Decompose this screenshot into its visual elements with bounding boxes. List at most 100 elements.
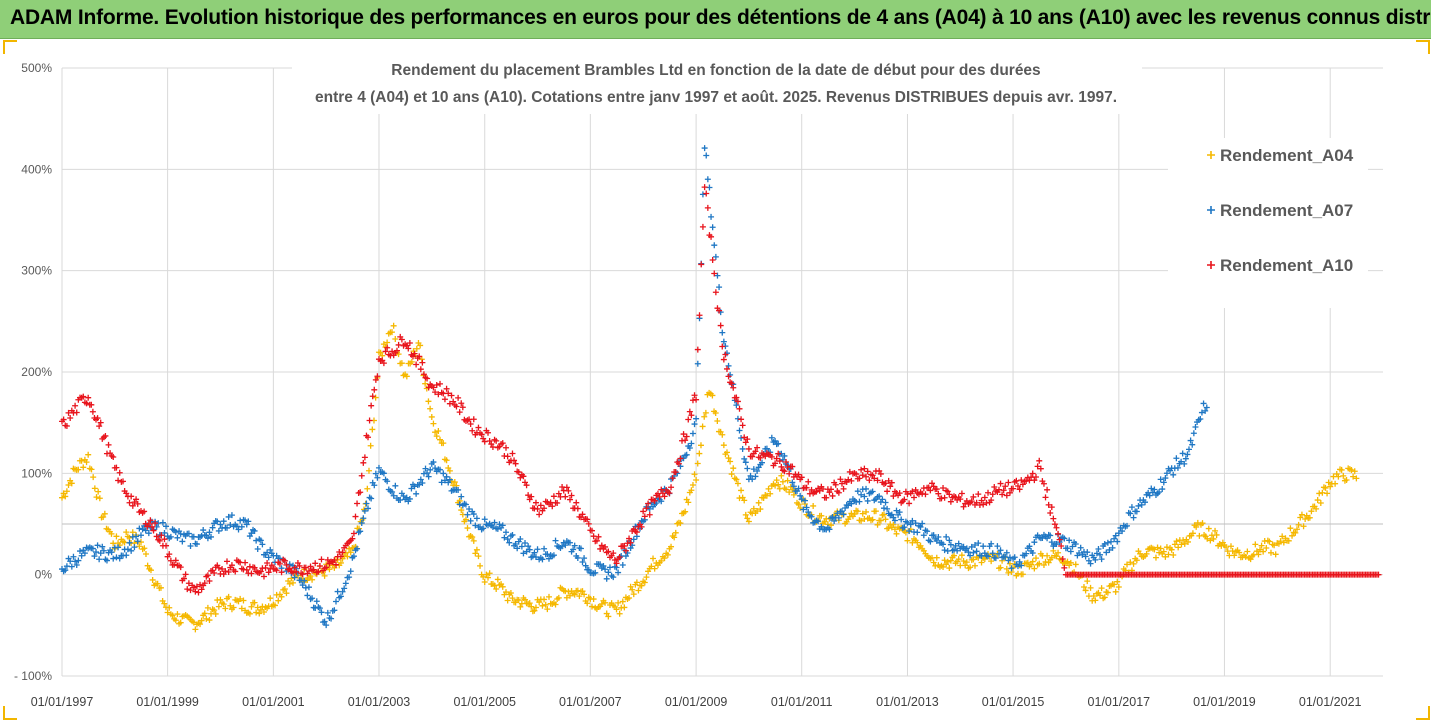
data-point-marker <box>541 545 548 552</box>
data-point-marker <box>685 416 692 423</box>
data-point-marker <box>906 500 913 507</box>
data-point-marker <box>425 398 432 405</box>
data-point-marker <box>219 566 226 573</box>
data-point-marker <box>643 505 650 512</box>
data-point-marker <box>400 492 407 499</box>
data-point-marker <box>420 371 427 378</box>
data-point-marker <box>408 485 415 492</box>
data-point-marker <box>935 490 942 497</box>
data-point-marker <box>1051 521 1058 528</box>
data-point-marker <box>1295 521 1302 528</box>
data-point-marker <box>775 440 782 447</box>
data-point-marker <box>507 589 514 596</box>
data-point-marker <box>278 593 285 600</box>
x-tick-label: 01/01/2007 <box>559 695 622 709</box>
data-point-marker <box>616 610 623 617</box>
data-point-marker <box>1170 552 1177 559</box>
data-point-marker <box>283 561 290 568</box>
data-point-marker <box>254 604 261 611</box>
data-point-marker <box>978 559 985 566</box>
data-point-marker <box>1092 597 1099 604</box>
data-point-marker <box>781 452 788 459</box>
data-point-marker <box>893 530 900 537</box>
data-point-marker <box>182 571 189 578</box>
data-point-marker <box>417 476 424 483</box>
corner-mark-top-left <box>3 40 17 54</box>
data-point-marker <box>251 564 258 571</box>
data-point-marker <box>736 405 743 412</box>
data-point-marker <box>316 562 323 569</box>
data-point-marker <box>709 392 716 399</box>
data-point-marker <box>775 450 782 457</box>
data-point-marker <box>302 564 309 571</box>
data-point-marker <box>256 610 263 617</box>
data-point-marker <box>1160 479 1167 486</box>
data-point-marker <box>1190 430 1197 437</box>
data-point-marker <box>754 444 761 451</box>
data-point-marker <box>424 375 431 382</box>
data-point-marker <box>795 471 802 478</box>
data-point-marker <box>380 341 387 348</box>
data-point-marker <box>693 477 700 484</box>
data-point-marker <box>88 466 95 473</box>
data-point-marker <box>506 539 513 546</box>
data-point-marker <box>1340 472 1347 479</box>
data-point-marker <box>971 562 978 569</box>
data-point-marker <box>1048 554 1055 561</box>
data-point-marker <box>316 605 323 612</box>
data-point-marker <box>930 532 937 539</box>
data-point-marker <box>62 493 69 500</box>
data-point-marker <box>470 416 477 423</box>
data-point-marker <box>371 386 378 393</box>
data-point-marker <box>257 606 264 613</box>
data-point-marker <box>997 480 1004 487</box>
data-point-marker <box>384 339 391 346</box>
data-point-marker <box>1047 509 1054 516</box>
data-point-marker <box>699 191 706 198</box>
data-point-marker <box>1072 541 1079 548</box>
data-point-marker <box>541 505 548 512</box>
data-point-marker <box>83 459 90 466</box>
data-point-marker <box>411 350 418 357</box>
data-point-marker <box>765 485 772 492</box>
data-point-marker <box>242 559 249 566</box>
data-point-marker <box>358 520 365 527</box>
data-point-marker <box>826 526 833 533</box>
data-point-marker <box>1218 542 1225 549</box>
data-point-marker <box>103 557 110 564</box>
data-point-marker <box>797 492 804 499</box>
data-point-marker <box>545 593 552 600</box>
data-point-marker <box>145 530 152 537</box>
data-point-marker <box>443 385 450 392</box>
data-point-marker <box>354 500 361 507</box>
data-point-marker <box>1173 538 1180 545</box>
data-point-marker <box>99 543 106 550</box>
data-point-marker <box>754 468 761 474</box>
data-point-marker <box>904 519 911 526</box>
data-point-marker <box>443 457 450 464</box>
data-point-marker <box>848 500 855 507</box>
data-point-marker <box>503 444 510 451</box>
data-point-marker <box>108 549 115 556</box>
data-point-marker <box>217 596 224 603</box>
data-point-marker <box>1171 541 1178 548</box>
data-point-marker <box>363 500 370 507</box>
data-point-marker <box>1058 542 1065 549</box>
data-point-marker <box>808 513 815 520</box>
data-point-marker <box>994 543 1001 550</box>
data-point-marker <box>1204 535 1211 542</box>
data-point-marker <box>1104 589 1111 596</box>
data-point-marker <box>1149 489 1156 496</box>
data-point-marker <box>528 603 535 610</box>
data-point-marker <box>755 499 762 506</box>
data-point-marker <box>388 329 395 336</box>
data-point-marker <box>90 474 97 481</box>
data-point-marker <box>555 490 562 497</box>
y-axis-ticks: 500% 400% 300% 200% 100% 0% - 100% <box>14 61 52 683</box>
data-point-marker <box>291 574 298 581</box>
data-point-marker <box>831 517 838 524</box>
data-point-marker <box>1087 560 1094 567</box>
data-point-marker <box>466 506 473 513</box>
data-point-marker <box>470 537 477 544</box>
data-point-marker <box>392 482 399 489</box>
